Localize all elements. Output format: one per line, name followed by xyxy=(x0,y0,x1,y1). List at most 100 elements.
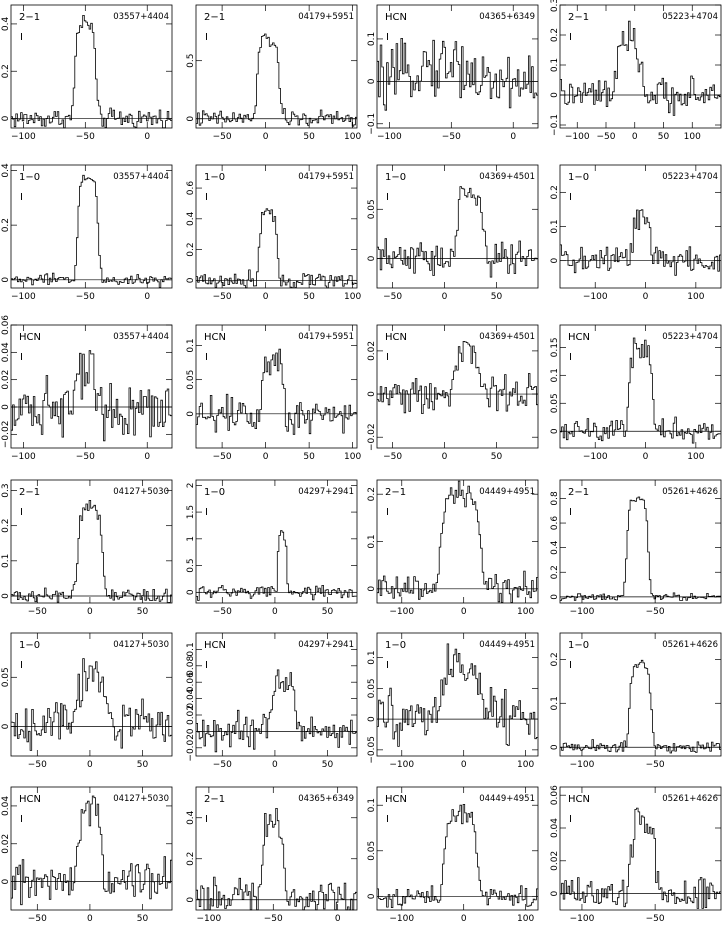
spectrum-panel: −50 0 50 0 0.05 1−0 I 04127+5030 xyxy=(1,632,173,770)
x-tick-label: 0 xyxy=(335,914,341,924)
spectrum-panel: −50 0 50 0 0.5 1 1.5 2 1−0 I 04297+2941 xyxy=(186,479,358,617)
y-tick-label: 0.1 xyxy=(367,32,377,46)
x-tick-label: −100 xyxy=(570,607,595,617)
y-tick-label: 0.1 xyxy=(367,534,377,548)
x-tick-label: −50 xyxy=(76,132,95,142)
y-tick-label: 0.4 xyxy=(186,211,196,226)
source-label: 04365+6349 xyxy=(298,794,354,804)
line-label: HCN xyxy=(19,332,41,343)
spectrum-panel: −100 0 100 0 0.05 0.1 0.15 HCN I 05223+4704 xyxy=(550,324,722,462)
y-tick-label: 0 xyxy=(186,116,196,122)
line-label: 2−1 xyxy=(385,487,406,498)
x-tick-label: −100 xyxy=(11,452,36,462)
y-tick-label: 0.1 xyxy=(186,338,196,352)
source-label: 04179+5951 xyxy=(298,332,354,342)
intensity-label: I xyxy=(386,352,389,363)
spectrum-line xyxy=(11,350,172,442)
x-tick-label: −100 xyxy=(377,132,402,142)
intensity-label: I xyxy=(20,814,23,825)
source-label: 05223+4704 xyxy=(662,172,718,182)
panel-frame xyxy=(195,479,358,604)
x-tick-label: 50 xyxy=(658,132,670,142)
y-tick-label: 0 xyxy=(1,723,11,729)
x-tick-label: 0 xyxy=(87,607,93,617)
y-tick-label: 0.02 xyxy=(367,341,377,361)
x-tick-label: 50 xyxy=(137,607,149,617)
panel-frame xyxy=(559,4,722,129)
y-tick-label: 0.05 xyxy=(367,678,377,698)
source-label: 04179+5951 xyxy=(298,172,354,182)
intensity-label: I xyxy=(386,32,389,43)
y-tick-label: 0.4 xyxy=(186,810,196,825)
spectrum-line xyxy=(560,337,721,444)
spectrum-line xyxy=(560,20,721,116)
panel-frame xyxy=(10,786,173,911)
y-tick-label: 0.4 xyxy=(1,17,11,32)
y-tick-label: 0.05 xyxy=(1,667,11,687)
source-label: 05223+4704 xyxy=(662,332,718,342)
spectrum-panel: −100 −50 0 −0.02 0 0.02 0.04 0.06 HCN I 03557+4404 xyxy=(1,315,173,462)
y-tick-label: 0 xyxy=(550,428,560,434)
spectrum-panel: −100 −50 0 0.02 0.04 0.06 HCN I 05261+4626 xyxy=(550,785,722,924)
y-tick-label: 0.1 xyxy=(550,368,560,382)
panel-frame xyxy=(559,632,722,757)
line-label: 1−0 xyxy=(568,172,589,183)
line-label: HCN xyxy=(204,640,226,651)
line-label: 2−1 xyxy=(19,487,40,498)
spectrum-line xyxy=(377,804,538,908)
x-tick-label: 0 xyxy=(461,760,467,770)
source-label: 04365+6349 xyxy=(479,12,535,22)
y-tick-label: 0 xyxy=(1,404,11,410)
x-tick-label: −50 xyxy=(597,132,616,142)
source-label: 04369+4501 xyxy=(479,332,535,342)
y-tick-label: 0.2 xyxy=(1,519,11,533)
source-label: 04127+5030 xyxy=(113,794,169,804)
x-tick-label: −100 xyxy=(565,132,590,142)
x-tick-label: −50 xyxy=(213,132,232,142)
panel-frame xyxy=(376,786,539,911)
x-tick-label: 50 xyxy=(491,452,503,462)
spectrum-line xyxy=(560,496,721,601)
x-tick-label: −100 xyxy=(570,760,595,770)
y-tick-label: 0.06 xyxy=(1,315,11,335)
panel-frame xyxy=(559,324,722,449)
y-tick-label: 0.8 xyxy=(550,491,560,506)
y-tick-label: 0.05 xyxy=(550,393,560,413)
y-tick-label: 0.06 xyxy=(550,785,560,805)
x-tick-label: −50 xyxy=(28,914,47,924)
source-label: 05261+4626 xyxy=(662,640,718,650)
y-tick-label: 0 xyxy=(550,92,560,98)
x-tick-label: −50 xyxy=(213,760,232,770)
spectrum-panel: −50 0 50 100 0 0.05 0.1 HCN I 04179+5951 xyxy=(186,324,362,462)
source-label: 04127+5030 xyxy=(113,640,169,650)
intensity-label: I xyxy=(205,507,208,518)
x-tick-label: 0 xyxy=(643,452,649,462)
line-label: 2−1 xyxy=(204,794,225,805)
y-tick-label: 0.04 xyxy=(186,688,196,708)
y-tick-label: 0.1 xyxy=(186,642,196,656)
line-label: 2−1 xyxy=(204,12,225,23)
y-tick-label: 0 xyxy=(1,115,11,121)
line-label: 1−0 xyxy=(19,172,40,183)
y-tick-label: 0.3 xyxy=(550,0,560,12)
panel-frame xyxy=(195,324,358,449)
x-tick-label: 100 xyxy=(517,914,534,924)
y-tick-label: 0.6 xyxy=(550,516,560,531)
spectrum-line xyxy=(196,348,357,435)
source-label: 04449+4951 xyxy=(479,640,535,650)
intensity-label: I xyxy=(205,352,208,363)
spectrum-panel: −100 −50 0 0.1 0.2 1−0 I 05261+4626 xyxy=(550,632,722,770)
panel-frame xyxy=(10,164,173,289)
x-tick-label: 100 xyxy=(687,292,704,302)
source-label: 03557+4404 xyxy=(113,332,169,342)
x-tick-label: −100 xyxy=(389,760,414,770)
x-tick-label: 100 xyxy=(344,452,361,462)
spectrum-panel: −100 0 100 −0.05 0 0.05 0.1 1−0 I 04449+4951 xyxy=(367,632,539,770)
spectrum-line xyxy=(11,174,172,288)
x-tick-label: −50 xyxy=(383,452,402,462)
intensity-label: I xyxy=(569,352,572,363)
y-tick-label: 0.2 xyxy=(550,185,560,199)
y-tick-label: 0 xyxy=(367,716,377,722)
spectrum-line xyxy=(11,795,172,906)
y-tick-label: 0.15 xyxy=(550,337,560,357)
